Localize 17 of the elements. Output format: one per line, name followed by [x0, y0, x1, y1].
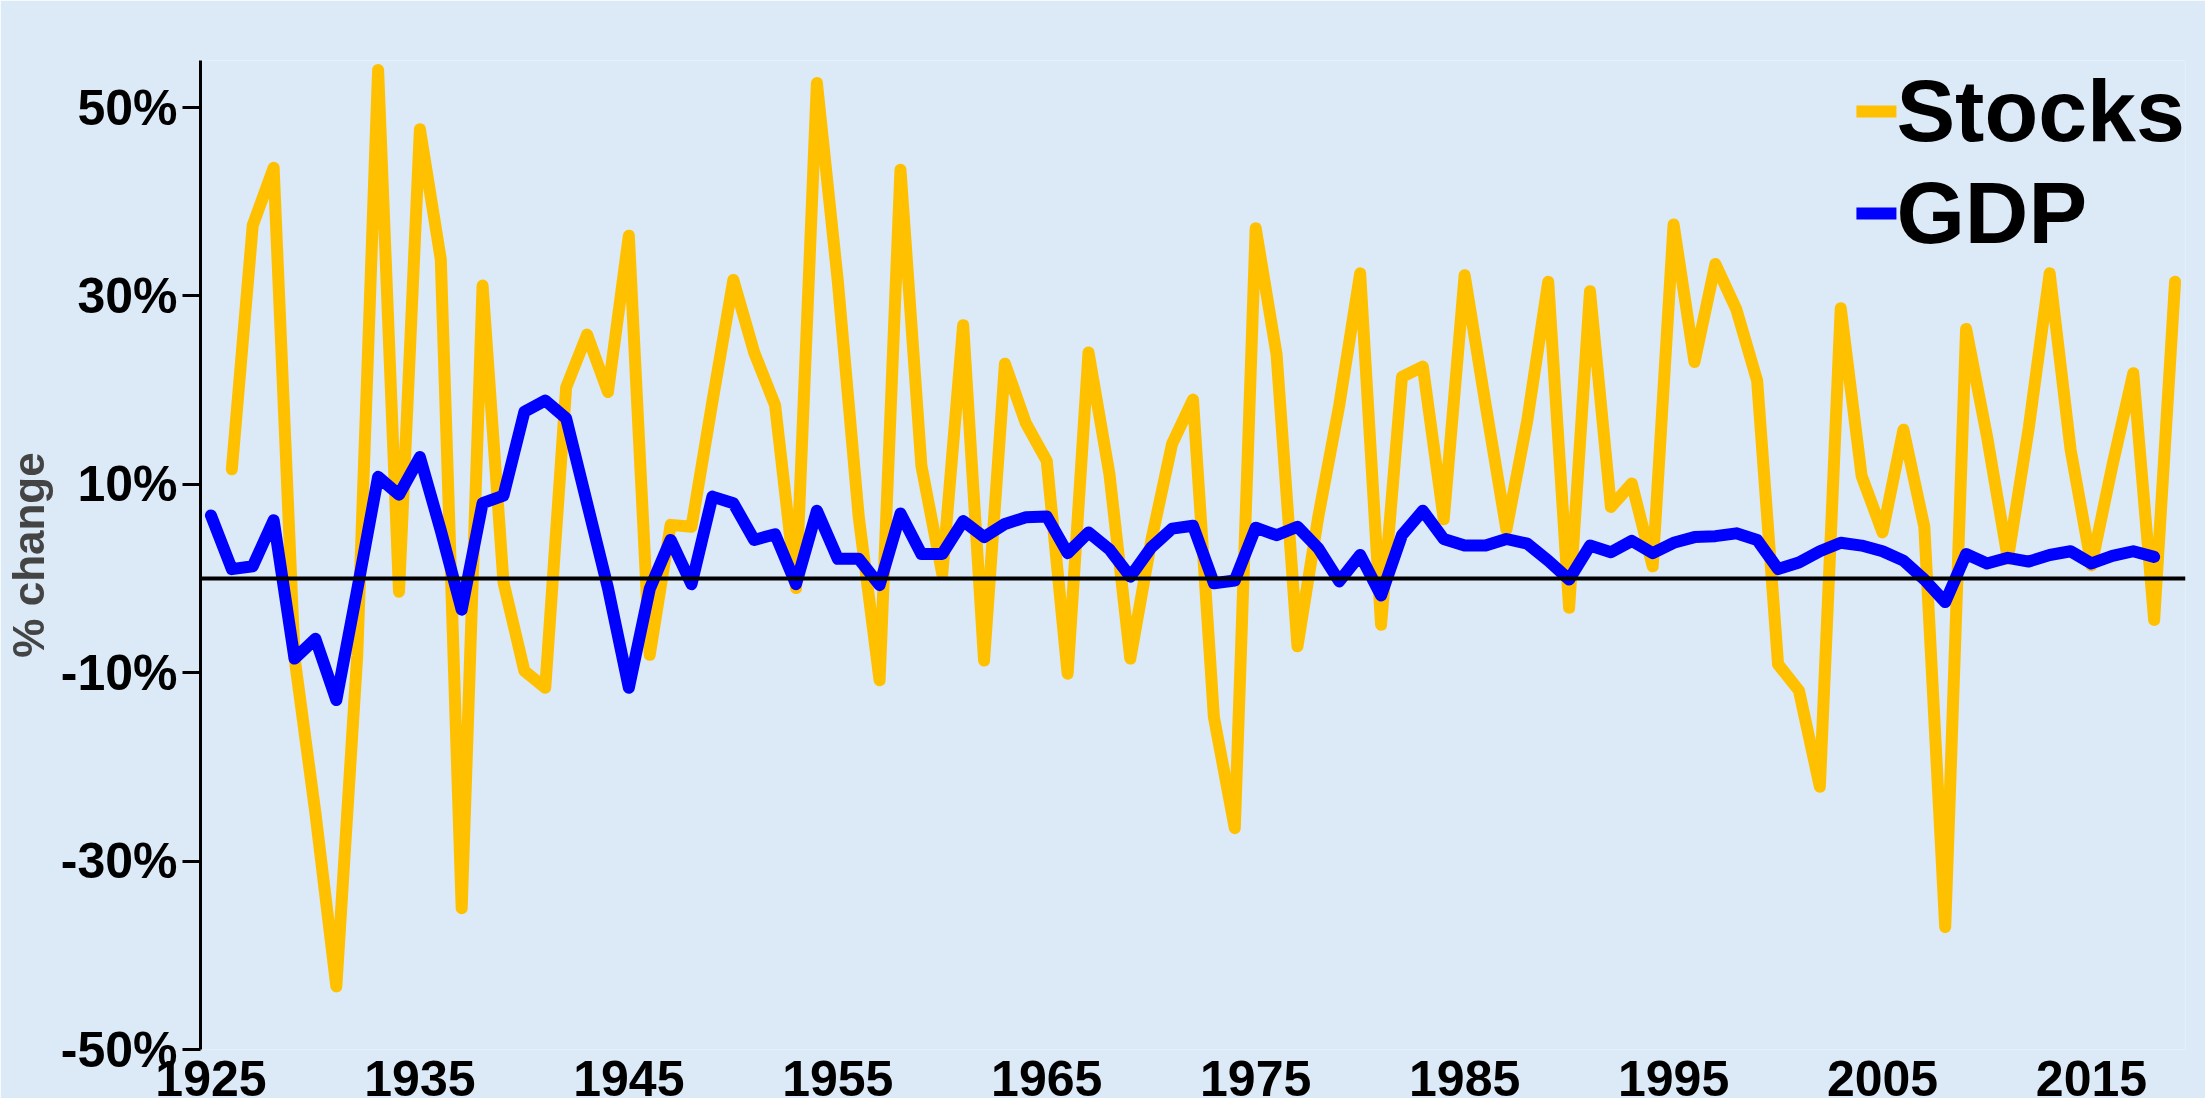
legend-label: Stocks [1896, 60, 2185, 162]
y-tick-label: -10% [60, 644, 178, 701]
x-tick-label: 2005 [1826, 1050, 1939, 1098]
y-tick-label: 10% [77, 456, 178, 513]
y-tick-label: -30% [60, 833, 178, 890]
x-tick-label: 2015 [2035, 1050, 2148, 1098]
y-axis-title: % change [3, 452, 53, 658]
legend-label: GDP [1896, 162, 2088, 264]
y-tick-label: 30% [77, 267, 178, 324]
x-tick-label: 1945 [573, 1050, 685, 1098]
x-tick-label: 1965 [991, 1050, 1103, 1098]
x-tick-label: 1995 [1617, 1050, 1730, 1098]
y-tick-label: 50% [77, 79, 178, 136]
x-tick-label: 1935 [364, 1050, 476, 1098]
x-tick-label: 1985 [1409, 1050, 1521, 1098]
x-tick-label: 1975 [1200, 1050, 1312, 1098]
x-tick-label: 1955 [782, 1050, 894, 1098]
